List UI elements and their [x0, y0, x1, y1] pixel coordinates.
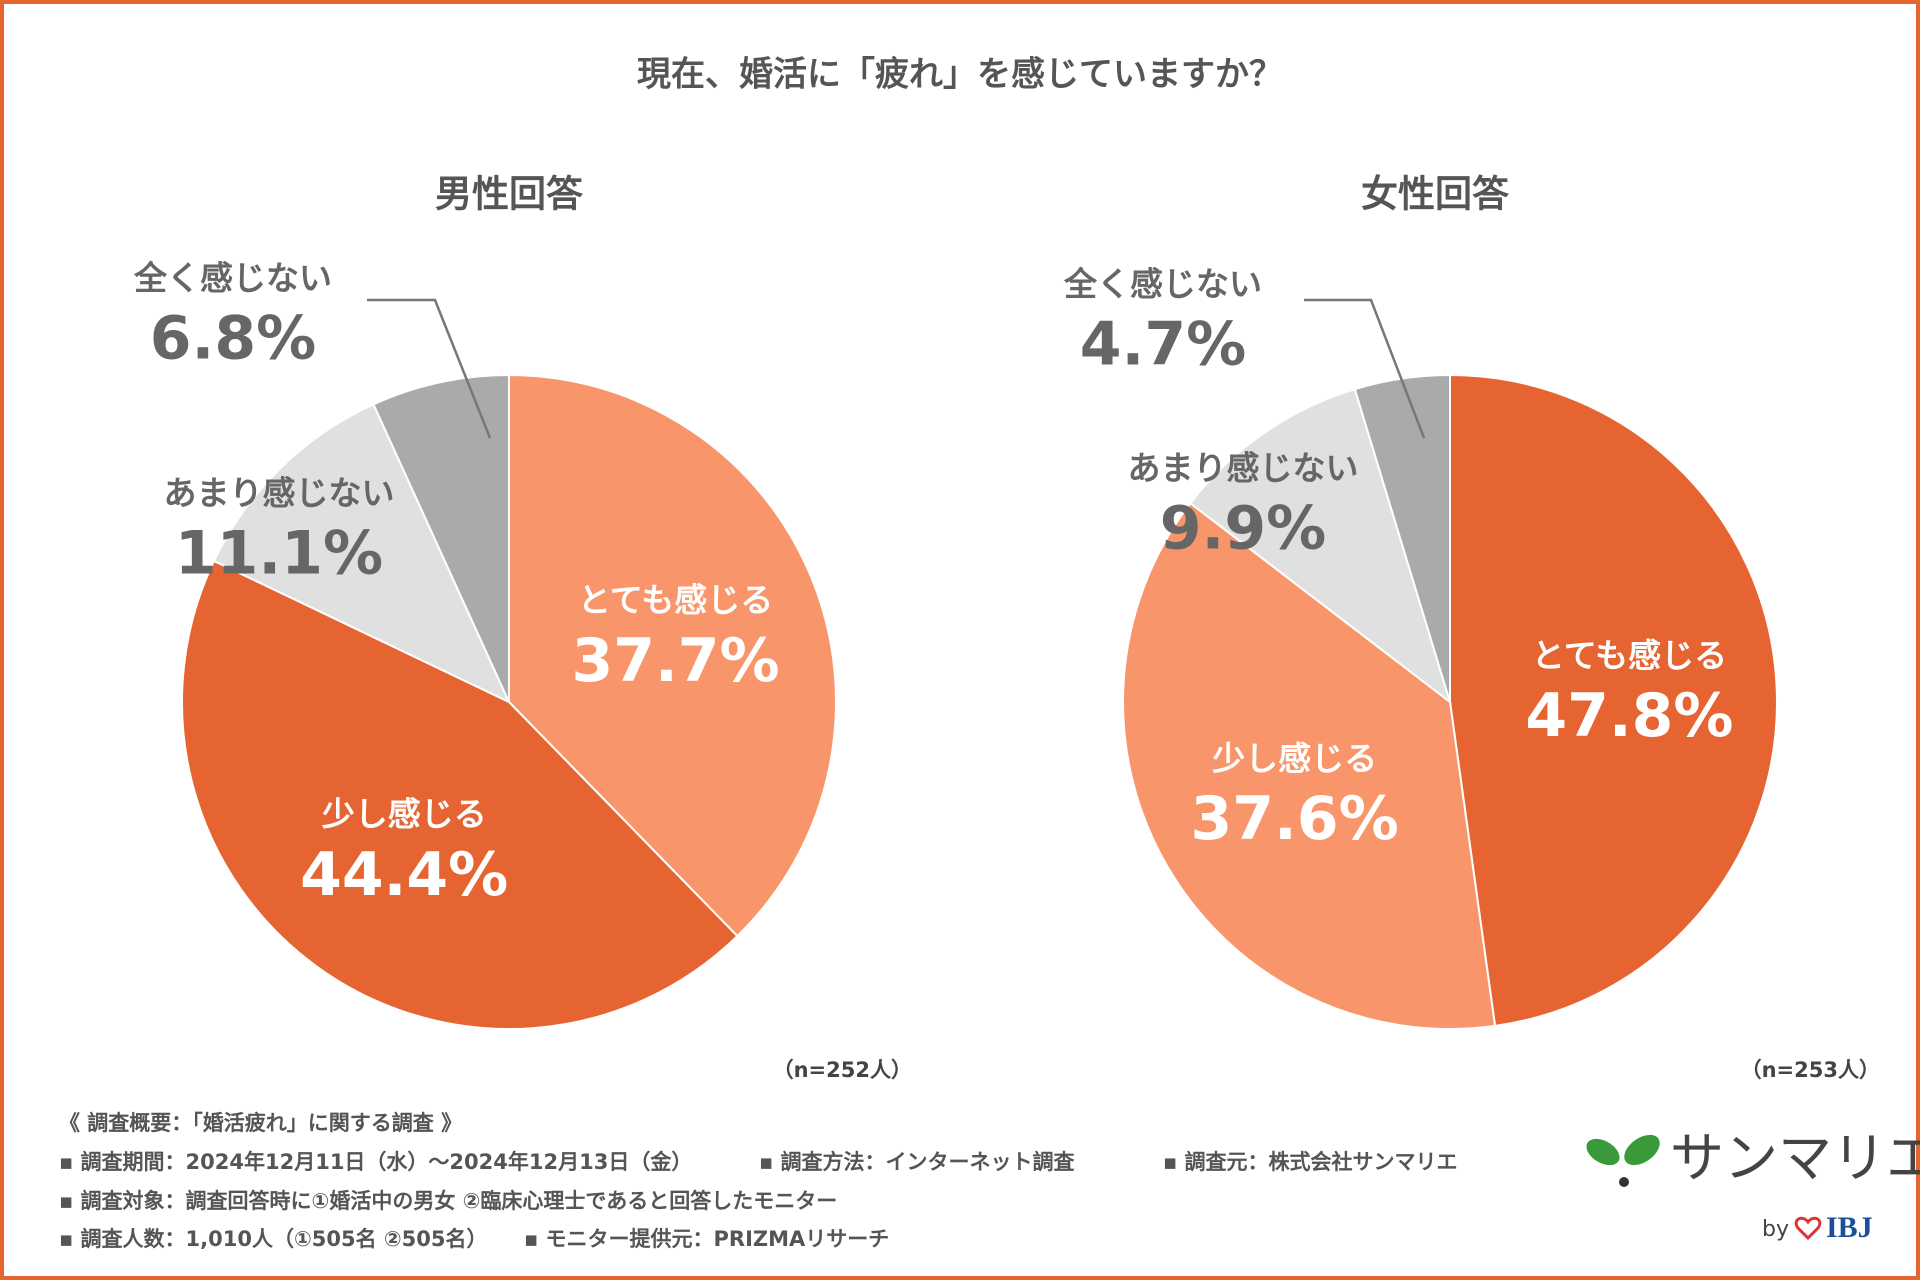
- footer-text: ▪ 調査元：株式会社サンマリエ: [1163, 1150, 1458, 1174]
- slice-name: あまり感じない: [164, 474, 395, 513]
- sample-note: （n=252人）: [773, 1058, 912, 1082]
- logo-heart: [1794, 1216, 1822, 1241]
- slice-value: 37.6%: [1191, 784, 1399, 854]
- slice-value: 44.4%: [300, 840, 508, 910]
- slice-name: とても感じる: [1532, 636, 1727, 675]
- pie-slice: [372, 373, 510, 703]
- footer-text: ▪ 調査期間：2024年12月11日（水）～2024年12月13日（金）: [59, 1150, 692, 1174]
- logo-by: by: [1762, 1217, 1789, 1242]
- slice-name: 全く感じない: [1063, 265, 1262, 304]
- pie-slice: [1188, 387, 1452, 705]
- chart-title: 女性回答: [1361, 173, 1510, 216]
- slice-value: 6.8%: [150, 304, 316, 374]
- logo: サンマリエ by IBJ: [1586, 1127, 1920, 1244]
- slice-value: 37.7%: [572, 626, 780, 696]
- logo-brand: IBJ: [1826, 1211, 1873, 1244]
- pie-slice: [181, 559, 739, 1030]
- pie-slice: [508, 373, 837, 938]
- slice-name: とても感じる: [578, 581, 773, 620]
- pie-slice: [1449, 373, 1778, 1028]
- slice-value: 11.1%: [175, 519, 383, 589]
- footer-text: 《 調査概要：「婚活疲れ」に関する調査 》: [59, 1111, 462, 1135]
- sample-note: （n=253人）: [1741, 1058, 1880, 1082]
- slice-name: あまり感じない: [1128, 449, 1359, 488]
- pie-slice: [212, 403, 512, 705]
- footer-text: ▪ 調査方法：インターネット調査: [759, 1150, 1075, 1174]
- logo-leaf: [1624, 1134, 1660, 1166]
- footer-text: ▪ 調査対象：調査回答時に①婚活中の男女 ②臨床心理士であると回答したモニター: [59, 1189, 837, 1213]
- main-title: 現在、婚活に「疲れ」を感じていますか？: [637, 55, 1283, 95]
- slice-value: 47.8%: [1525, 681, 1733, 751]
- footer-text: ▪ モニター提供元：PRIZMAリサーチ: [524, 1227, 889, 1251]
- footer-text: ▪ 調査人数：1,010人（①505名 ②505名）: [59, 1227, 488, 1251]
- slice-name: 少し感じる: [322, 795, 487, 834]
- leader-line: [367, 298, 492, 439]
- leader-line: [1304, 298, 1426, 439]
- logo-leaf: [1586, 1138, 1620, 1166]
- logo-name: サンマリエ: [1670, 1127, 1920, 1190]
- slice-value: 4.7%: [1080, 310, 1246, 380]
- chart-title: 男性回答: [435, 173, 584, 216]
- slice-name: 全く感じない: [133, 259, 332, 298]
- pie-slice: [1122, 501, 1497, 1030]
- slice-name: 少し感じる: [1212, 739, 1377, 778]
- slice-value: 9.9%: [1160, 494, 1326, 564]
- logo-dot: [1619, 1177, 1629, 1187]
